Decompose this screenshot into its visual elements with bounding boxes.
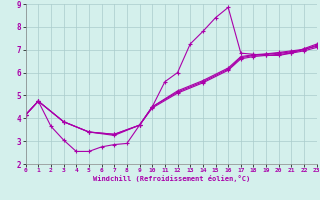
X-axis label: Windchill (Refroidissement éolien,°C): Windchill (Refroidissement éolien,°C) (92, 175, 250, 182)
